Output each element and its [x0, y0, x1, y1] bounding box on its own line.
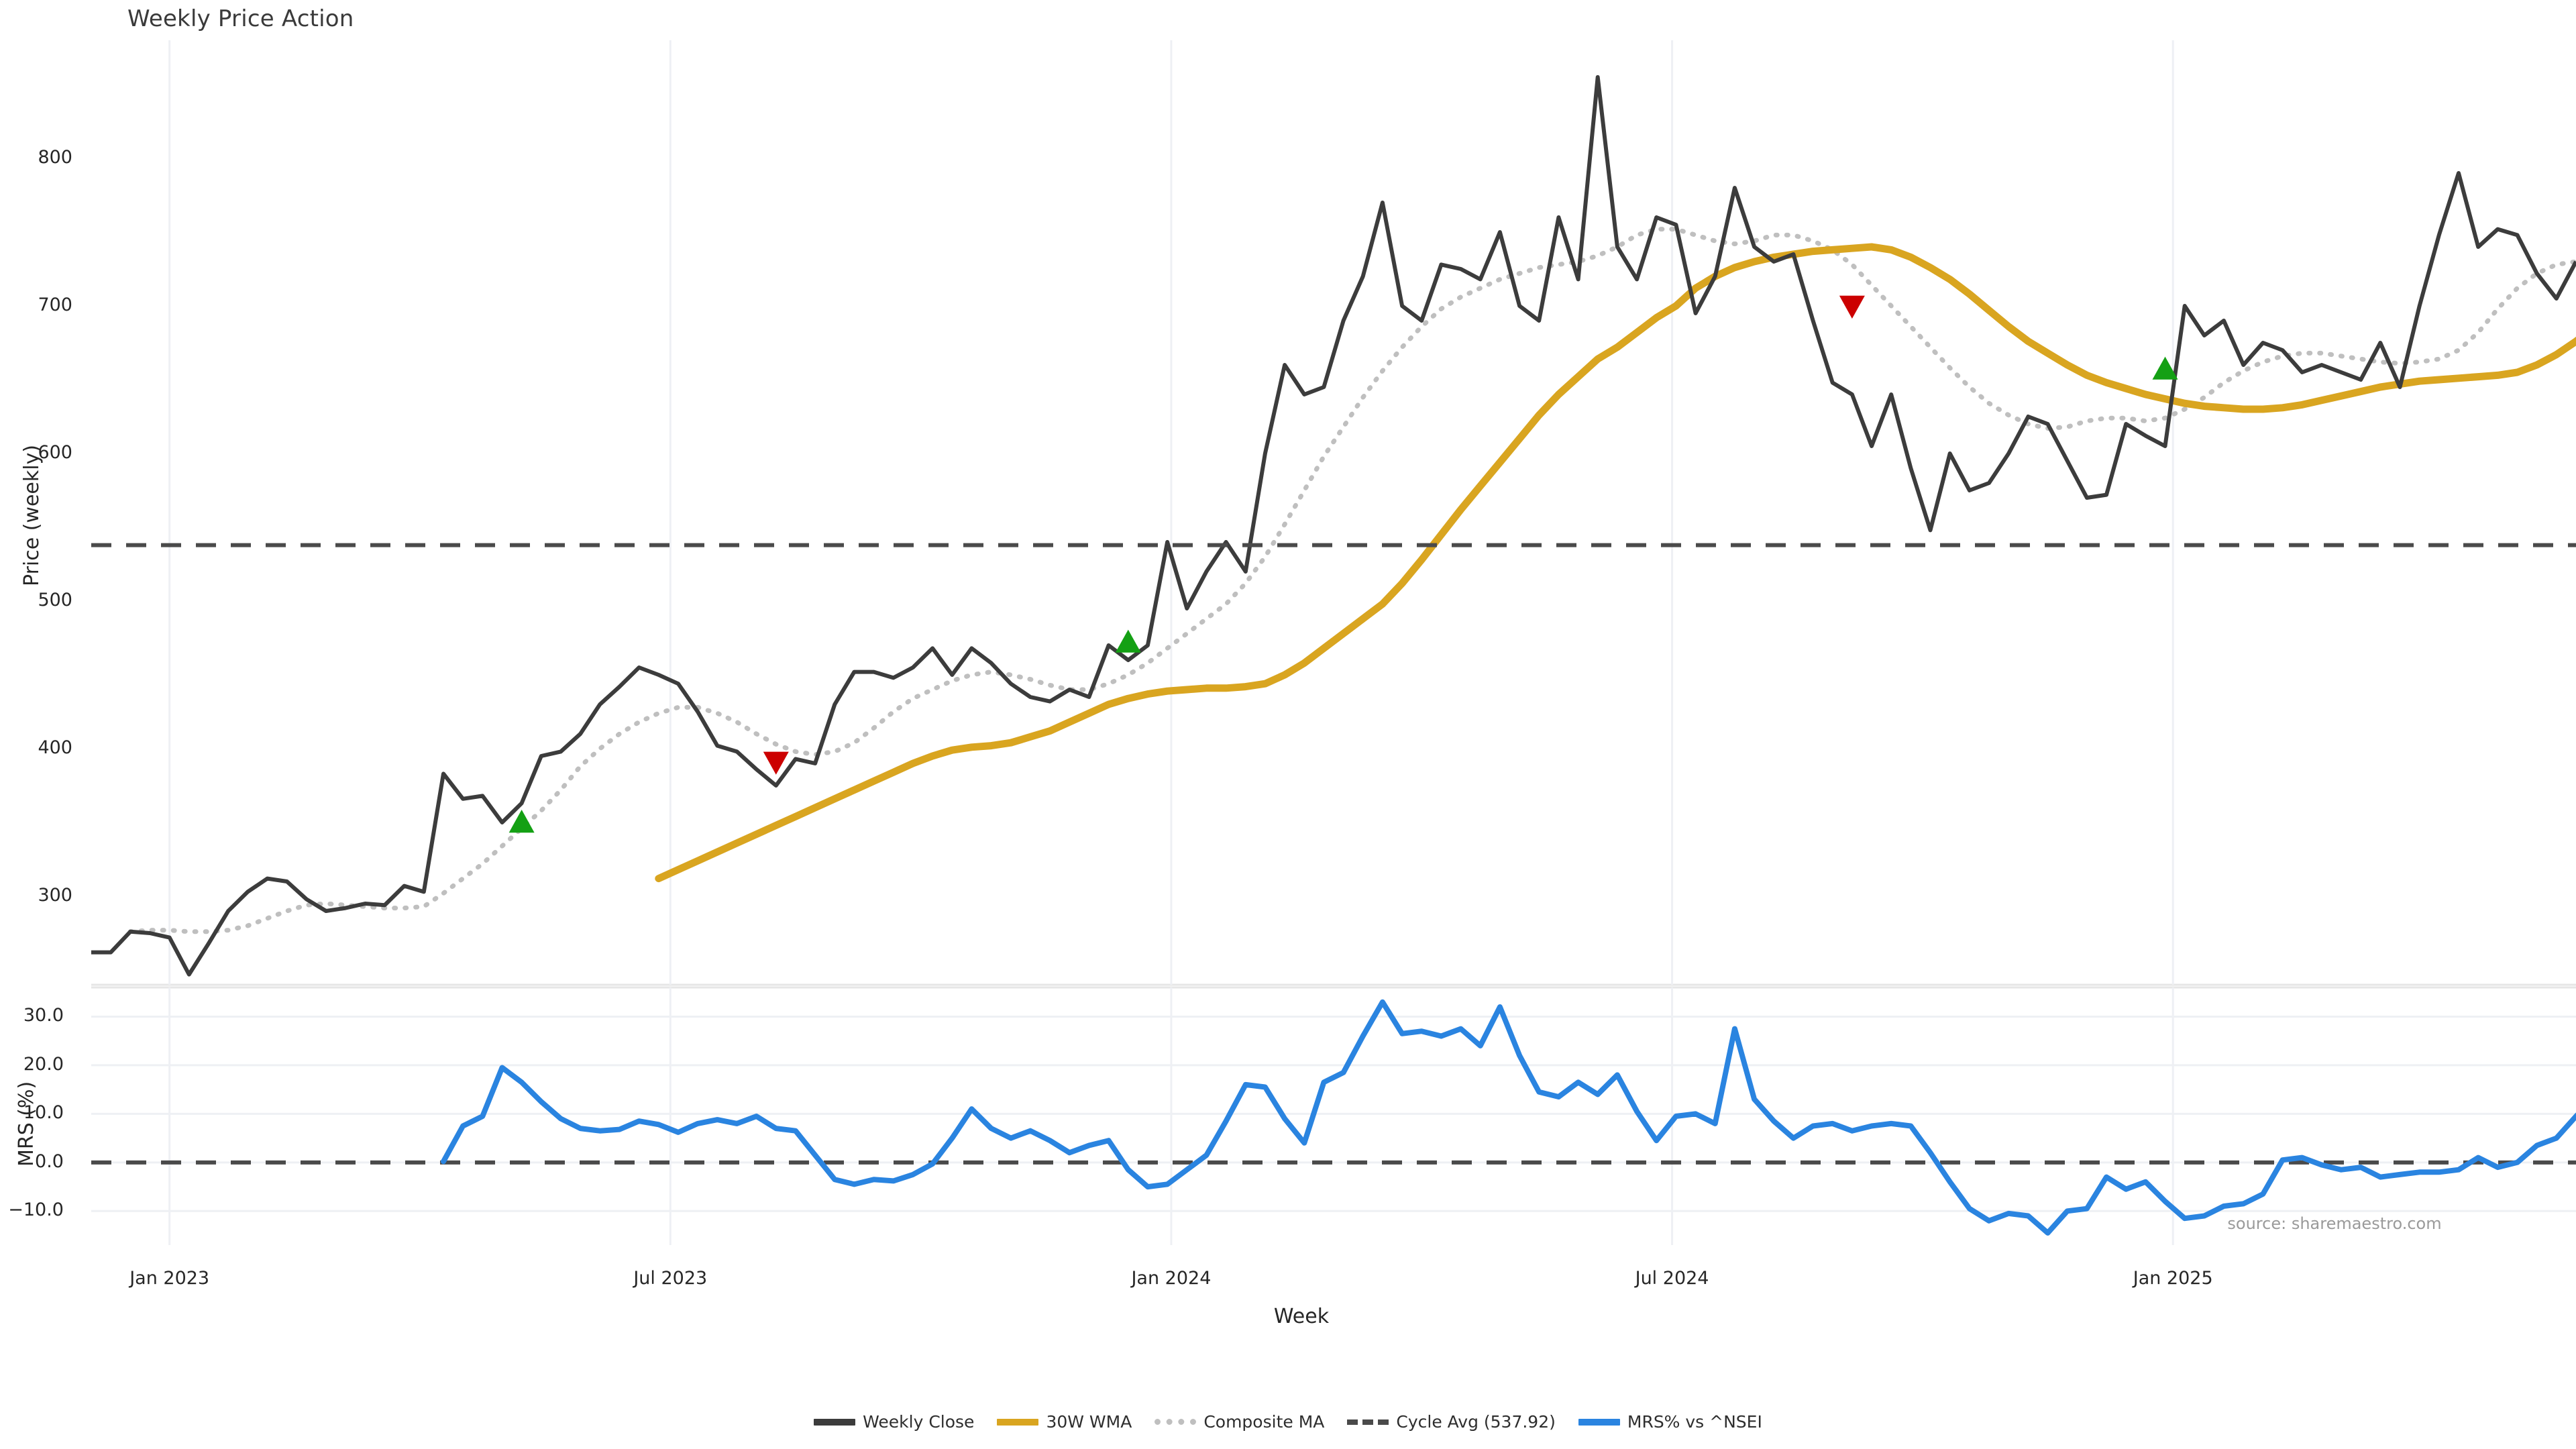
sell-signal-marker	[763, 751, 789, 775]
legend-item[interactable]: Composite MA	[1155, 1412, 1324, 1432]
legend-item[interactable]: Weekly Close	[814, 1412, 974, 1432]
legend-item[interactable]: MRS% vs ^NSEI	[1578, 1412, 1762, 1432]
mrs-y-tick-label: 30.0	[23, 1005, 64, 1026]
weekly-close-line	[91, 75, 2576, 977]
mrs-line	[441, 999, 2576, 1236]
legend-swatch-icon	[814, 1418, 856, 1426]
mrs-y-tick-label: −10.0	[8, 1199, 64, 1221]
buy-signal-marker	[1115, 629, 1141, 653]
legend-swatch-icon	[997, 1418, 1039, 1426]
mrs-y-tick-label: 20.0	[23, 1053, 64, 1075]
price-y-tick-label: 400	[38, 737, 72, 758]
legend-label: Composite MA	[1203, 1412, 1325, 1432]
price-y-tick-label: 600	[38, 442, 72, 463]
price-y-tick-label: 700	[38, 294, 72, 315]
legend-label: MRS% vs ^NSEI	[1627, 1412, 1762, 1432]
source-attribution: source: sharemaestro.com	[2227, 1214, 2442, 1233]
x-tick-label: Jan 2024	[1131, 1268, 1212, 1289]
legend-label: Weekly Close	[863, 1412, 975, 1432]
mrs-y-tick-label: 10.0	[23, 1102, 64, 1124]
chart-legend: Weekly Close 30W WMA Composite MA Cycle Avg…	[0, 1412, 2576, 1432]
legend-label: 30W WMA	[1046, 1412, 1132, 1432]
legend-item[interactable]: 30W WMA	[997, 1412, 1132, 1432]
buy-signal-marker	[2152, 356, 2178, 380]
wma30-line	[655, 243, 2576, 883]
mrs-y-tick-label: 0.0	[35, 1150, 64, 1172]
legend-swatch-icon	[1155, 1419, 1197, 1425]
x-tick-label: Jul 2024	[1635, 1268, 1709, 1289]
x-tick-label: Jan 2023	[129, 1268, 210, 1289]
price-y-tick-label: 800	[38, 147, 72, 168]
legend-label: Cycle Avg (537.92)	[1396, 1412, 1556, 1432]
x-tick-label: Jul 2023	[633, 1268, 708, 1289]
legend-swatch-icon	[1347, 1419, 1389, 1425]
legend-swatch-icon	[1578, 1418, 1620, 1426]
x-tick-label: Jan 2025	[2133, 1268, 2213, 1289]
composite-ma-line	[127, 227, 2576, 934]
sell-signal-marker	[1839, 295, 1865, 319]
price-axis-label: Price (weekly)	[20, 444, 44, 586]
price-y-tick-label: 300	[38, 885, 72, 906]
x-axis-label: Week	[1273, 1305, 1330, 1328]
buy-signal-marker	[508, 810, 535, 833]
price-y-tick-label: 500	[38, 590, 72, 610]
chart-title: Weekly Price Action	[127, 5, 354, 32]
legend-item[interactable]: Cycle Avg (537.92)	[1347, 1412, 1556, 1432]
